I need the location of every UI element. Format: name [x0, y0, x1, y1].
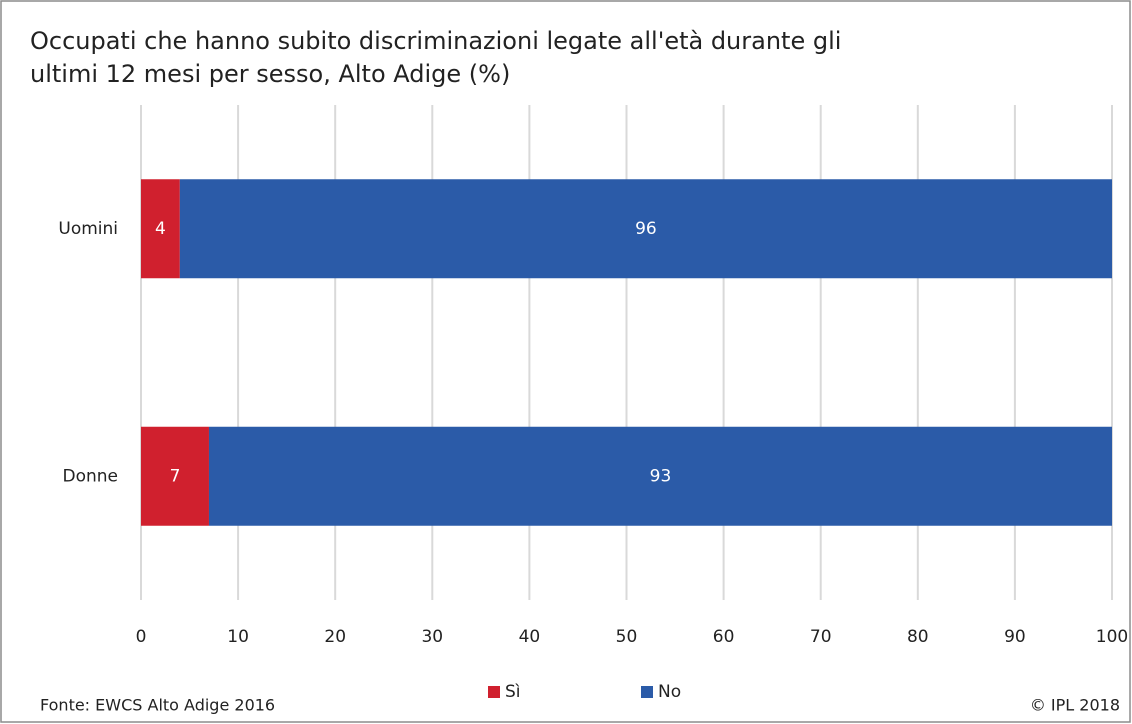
x-tick-label: 10: [227, 627, 249, 647]
source: Fonte: EWCS Alto Adige 2016: [40, 696, 275, 715]
legend-swatch: [488, 686, 500, 698]
chart-title: Occupati che hanno subito discriminazion…: [30, 27, 841, 55]
data-label: 96: [635, 219, 657, 239]
data-label: 4: [155, 219, 166, 239]
bar-segment: [208, 426, 1113, 526]
legend-label: Sì: [505, 682, 521, 702]
legend-swatch: [641, 686, 653, 698]
x-tick-label: 20: [324, 627, 346, 647]
legend-label: No: [658, 682, 681, 702]
x-tick-label: 30: [421, 627, 443, 647]
data-label: 7: [170, 466, 181, 486]
x-tick-label: 60: [713, 627, 735, 647]
x-tick-label: 40: [519, 627, 541, 647]
chart-title: ultimi 12 mesi per sesso, Alto Adige (%): [30, 60, 510, 88]
x-tick-label: 0: [136, 627, 147, 647]
x-tick-label: 90: [1004, 627, 1026, 647]
x-tick-label: 100: [1096, 627, 1128, 647]
y-tick-label: Donne: [63, 466, 119, 486]
bar-segment: [141, 426, 209, 526]
x-tick-label: 50: [616, 627, 638, 647]
bar-segment: [141, 179, 180, 279]
x-tick-label: 70: [810, 627, 832, 647]
copyright: © IPL 2018: [1030, 696, 1120, 715]
bar-segment: [179, 179, 1113, 279]
data-label: 93: [650, 466, 672, 486]
x-tick-label: 80: [907, 627, 929, 647]
y-tick-label: Uomini: [58, 219, 118, 239]
